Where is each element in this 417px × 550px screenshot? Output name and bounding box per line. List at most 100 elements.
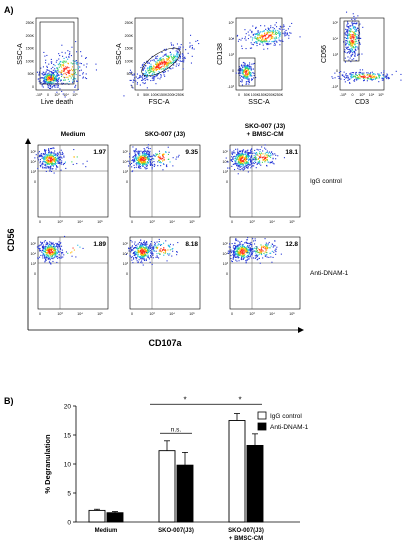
event-dot: [246, 76, 248, 78]
event-dot: [143, 73, 145, 75]
event-dot: [239, 164, 241, 166]
event-dot: [243, 247, 245, 249]
event-dot: [234, 158, 236, 160]
event-dot: [130, 257, 132, 259]
event-dot: [246, 154, 248, 156]
event-dot: [356, 34, 358, 36]
event-dot: [45, 71, 47, 73]
event-dot: [178, 47, 180, 49]
x-tick-label: 10³: [249, 220, 255, 224]
event-dot: [132, 79, 134, 81]
event-dot: [239, 70, 241, 72]
event-dot: [49, 161, 51, 163]
event-dot: [153, 165, 155, 167]
event-dot: [165, 66, 167, 68]
event-dot: [177, 59, 179, 61]
event-dot: [54, 246, 56, 248]
event-dot: [37, 78, 39, 80]
event-dot: [228, 252, 230, 254]
event-dot: [61, 249, 63, 251]
event-dot: [376, 77, 378, 79]
event-dot: [149, 75, 151, 77]
event-dot: [349, 29, 351, 31]
event-dot: [40, 77, 42, 79]
event-dot: [254, 243, 256, 245]
event-dot: [354, 33, 356, 35]
event-dot: [148, 148, 150, 150]
event-dot: [240, 153, 242, 155]
event-dot: [172, 67, 174, 69]
event-dot: [144, 159, 146, 161]
event-dot: [289, 25, 291, 27]
event-dot: [46, 156, 48, 158]
event-dot: [156, 247, 158, 249]
event-dot: [137, 157, 139, 159]
event-dot: [153, 249, 155, 251]
event-dot: [139, 244, 141, 246]
event-dot: [65, 74, 67, 76]
event-dot: [54, 78, 56, 80]
event-dot: [57, 72, 59, 74]
event-dot: [352, 42, 354, 44]
event-dot: [61, 253, 63, 255]
event-dot: [62, 82, 64, 84]
event-dot: [140, 255, 142, 257]
event-dot: [142, 160, 144, 162]
event-dot: [163, 242, 165, 244]
event-dot: [53, 75, 55, 77]
bar: [106, 512, 124, 523]
event-dot: [249, 29, 251, 31]
event-dot: [143, 161, 145, 163]
event-dot: [252, 248, 254, 250]
event-dot: [48, 261, 50, 263]
event-dot: [142, 68, 144, 70]
x-tick-label: -10³: [340, 93, 347, 97]
event-dot: [144, 250, 146, 252]
event-dot: [247, 161, 249, 163]
event-dot: [245, 262, 247, 264]
event-dot: [47, 69, 49, 71]
event-dot: [251, 148, 253, 150]
event-dot: [363, 80, 365, 82]
event-dot: [249, 247, 251, 249]
event-dot: [47, 73, 49, 75]
event-dot: [52, 155, 54, 157]
event-dot: [354, 75, 356, 77]
event-dot: [349, 34, 351, 36]
event-dot: [253, 74, 255, 76]
event-dot: [68, 72, 70, 74]
event-dot: [135, 150, 137, 152]
event-dot: [265, 39, 267, 41]
event-dot: [148, 258, 150, 260]
event-dot: [386, 73, 388, 75]
event-dot: [274, 44, 276, 46]
event-dot: [169, 249, 171, 251]
event-dot: [147, 70, 149, 72]
event-dot: [59, 71, 61, 73]
event-dot: [47, 160, 49, 162]
event-dot: [244, 29, 246, 31]
event-dot: [345, 44, 347, 46]
event-dot: [257, 254, 259, 256]
event-dot: [175, 59, 177, 61]
event-dot: [137, 157, 139, 159]
event-dot: [267, 41, 269, 43]
event-dot: [138, 159, 140, 161]
event-dot: [243, 153, 245, 155]
event-dot: [354, 44, 356, 46]
event-dot: [244, 36, 246, 38]
event-dot: [144, 153, 146, 155]
event-dot: [246, 250, 248, 252]
event-dot: [50, 148, 52, 150]
event-dot: [139, 160, 141, 162]
event-dot: [64, 161, 66, 163]
event-dot: [260, 244, 262, 246]
event-dot: [44, 77, 46, 79]
event-dot: [262, 159, 264, 161]
event-dot: [156, 241, 158, 243]
event-dot: [262, 150, 264, 152]
event-dot: [63, 73, 65, 75]
event-dot: [52, 78, 54, 80]
event-dot: [234, 244, 236, 246]
event-dot: [149, 160, 151, 162]
